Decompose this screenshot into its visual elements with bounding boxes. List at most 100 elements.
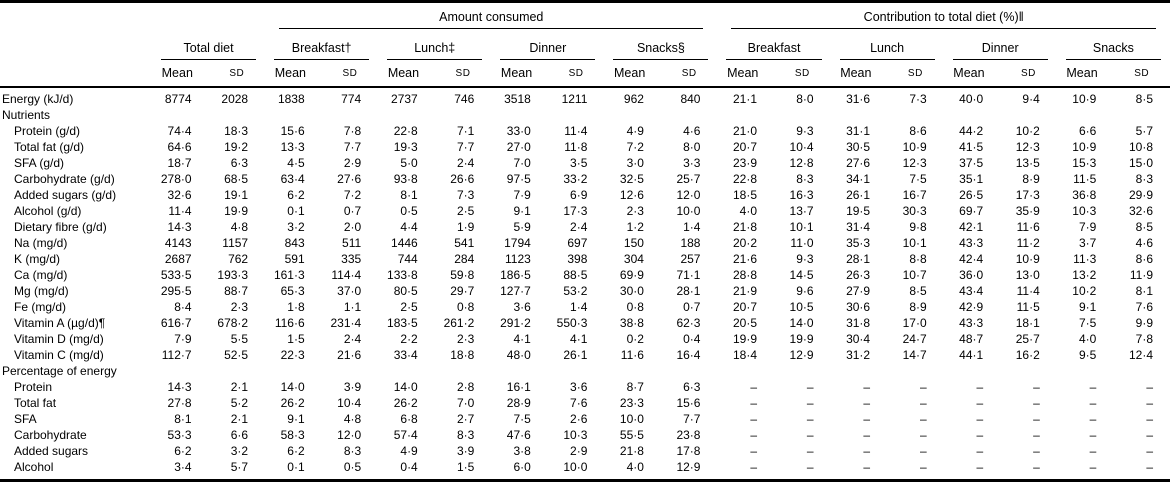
- cell-value: 11·3: [1073, 252, 1097, 266]
- cell-value: 19·1: [224, 188, 249, 202]
- cell-value: 4·6: [1135, 236, 1153, 250]
- cell-value: 5·5: [230, 332, 249, 346]
- table-header: Amount consumed Contribution to total di…: [0, 3, 1170, 88]
- group-breakfast-amount: Breakfast†: [265, 29, 378, 60]
- sd-column-header: SD: [660, 60, 718, 88]
- cell-value: 27·6: [337, 172, 362, 186]
- cell-value: 193·3: [217, 268, 249, 282]
- cell-value: 28·1: [676, 284, 701, 298]
- cell-value: 1·1: [343, 300, 362, 314]
- cell-value: 28·8: [732, 268, 758, 282]
- cell-value: 8774: [164, 92, 192, 106]
- cell-value: 52·5: [224, 348, 249, 362]
- cell-value: 16·2: [1015, 348, 1040, 362]
- cell-value: 31·2: [846, 348, 871, 362]
- cell-value: 1211: [561, 92, 588, 106]
- cell-value: 2·3: [626, 204, 644, 218]
- cell-value: 840: [680, 92, 701, 106]
- cell-value: [491, 107, 548, 123]
- cell-value: 21·0: [732, 124, 758, 138]
- cell-value: 7·5: [909, 172, 927, 186]
- cell-value: 48·0: [506, 348, 531, 362]
- cell-value: 4·6: [683, 124, 701, 138]
- amount-consumed-label: Amount consumed: [439, 10, 544, 24]
- cell-value: [1000, 363, 1057, 379]
- cell-value: 26·3: [846, 268, 871, 282]
- cell-value: 40·0: [959, 92, 984, 106]
- cell-value: 1157: [222, 236, 249, 250]
- cell-value: 186·5: [500, 268, 531, 282]
- cell-value: –: [1033, 428, 1040, 442]
- group-total-diet: Total diet: [152, 29, 265, 60]
- cell-value: 16·3: [789, 188, 814, 202]
- cell-value: 11·4: [1016, 284, 1040, 298]
- cell-value: 30·0: [619, 284, 644, 298]
- cell-value: 10·2: [1072, 284, 1097, 298]
- cell-value: 3·5: [570, 156, 588, 170]
- cell-value: 0·1: [287, 204, 305, 218]
- cell-value: 7·9: [1078, 220, 1097, 234]
- cell-value: –: [863, 412, 871, 426]
- cell-value: 26·5: [959, 188, 984, 202]
- cell-value: 37·5: [959, 156, 984, 170]
- cell-value: –: [750, 412, 758, 426]
- cell-value: 0·8: [626, 300, 644, 314]
- cell-value: –: [919, 380, 927, 394]
- cell-value: 27·6: [846, 156, 871, 170]
- cell-value: 20·7: [732, 140, 758, 154]
- cell-value: 17·3: [563, 204, 588, 218]
- cell-value: 2737: [391, 92, 418, 106]
- cell-value: 0·2: [626, 332, 644, 346]
- cell-value: 22·8: [732, 172, 758, 186]
- row-label: K (mg/d): [14, 252, 61, 266]
- cell-value: 11·6: [1016, 220, 1040, 234]
- cell-value: 34·1: [846, 172, 871, 186]
- cell-value: 12·8: [789, 156, 814, 170]
- cell-value: 53·2: [563, 284, 588, 298]
- nutrient-intake-table: Amount consumed Contribution to total di…: [0, 3, 1170, 475]
- cell-value: 59·8: [450, 268, 475, 282]
- cell-value: 8·6: [909, 124, 927, 138]
- cell-value: 53·3: [167, 428, 192, 442]
- cell-value: 0·4: [400, 460, 418, 474]
- cell-value: 10·3: [1072, 204, 1097, 218]
- cell-value: 10·9: [902, 140, 927, 154]
- cell-value: –: [750, 380, 758, 394]
- cell-value: –: [1033, 460, 1040, 474]
- cell-value: 541: [454, 236, 475, 250]
- cell-value: –: [806, 380, 814, 394]
- cell-value: 5·7: [230, 460, 249, 474]
- cell-value: 42·4: [959, 252, 984, 266]
- table-row: Dietary fibre (g/d) 14·3 4·8 3·2 2·0 4·4 1·9 5·…: [0, 219, 1170, 235]
- cell-value: 21·1: [732, 92, 758, 106]
- cell-value: 4·9: [400, 444, 418, 458]
- cell-value: 843: [284, 236, 305, 250]
- cell-value: 6·3: [230, 156, 249, 170]
- cell-value: 8·3: [1135, 172, 1153, 186]
- cell-value: 18·4: [732, 348, 758, 362]
- cell-value: 1·5: [456, 460, 475, 474]
- cell-value: –: [976, 412, 984, 426]
- cell-value: 12·3: [902, 156, 927, 170]
- cell-value: 13·0: [1015, 268, 1040, 282]
- cell-value: 5·7: [1135, 124, 1153, 138]
- sd-column-header: SD: [434, 60, 492, 88]
- cell-value: 36·0: [959, 268, 984, 282]
- cell-value: –: [1089, 428, 1097, 442]
- row-label: Percentage of energy: [2, 364, 117, 378]
- cell-value: 24·7: [902, 332, 927, 346]
- cell-value: 2·3: [456, 332, 475, 346]
- cell-value: 32·6: [1128, 204, 1153, 218]
- cell-value: [774, 363, 831, 379]
- cell-value: –: [976, 396, 984, 410]
- cell-value: 41·5: [959, 140, 984, 154]
- cell-value: 7·0: [456, 396, 475, 410]
- contribution-label: Contribution to total diet (%)‖: [863, 10, 1024, 24]
- cell-value: 22·3: [280, 348, 305, 362]
- cell-value: 284: [454, 252, 475, 266]
- cell-value: [548, 363, 605, 379]
- cell-value: 88·7: [224, 284, 249, 298]
- cell-value: 7·7: [683, 412, 701, 426]
- cell-value: 71·1: [676, 268, 701, 282]
- cell-value: –: [1146, 380, 1153, 394]
